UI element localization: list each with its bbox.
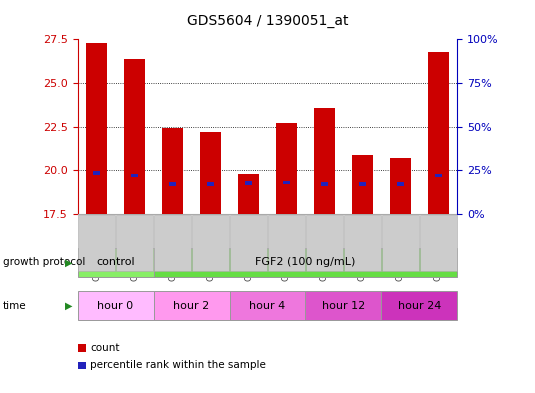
Bar	[207, 182, 214, 186]
Bar	[352, 155, 373, 214]
Text: ▶: ▶	[65, 301, 72, 310]
Bar	[314, 108, 335, 214]
Text: hour 2: hour 2	[173, 301, 210, 310]
Text: GDS5604 / 1390051_at: GDS5604 / 1390051_at	[187, 14, 348, 28]
Bar	[283, 181, 290, 184]
Text: FGF2 (100 ng/mL): FGF2 (100 ng/mL)	[255, 257, 356, 267]
Bar	[390, 158, 411, 214]
Text: hour 0: hour 0	[97, 301, 134, 310]
Text: time: time	[3, 301, 26, 310]
Bar	[169, 182, 176, 186]
Bar	[238, 174, 259, 214]
Bar	[428, 51, 449, 214]
Bar	[162, 129, 183, 214]
Text: hour 24: hour 24	[398, 301, 441, 310]
Bar	[359, 182, 366, 186]
Bar	[124, 59, 145, 214]
Bar	[276, 123, 297, 214]
Text: ▶: ▶	[65, 257, 72, 267]
Bar	[200, 132, 221, 214]
Text: hour 12: hour 12	[322, 301, 365, 310]
Bar	[86, 43, 107, 214]
Text: count: count	[90, 343, 120, 353]
Text: percentile rank within the sample: percentile rank within the sample	[90, 360, 266, 371]
Text: control: control	[96, 257, 135, 267]
Bar	[321, 182, 328, 186]
Bar	[397, 182, 404, 186]
Bar	[93, 171, 100, 175]
Text: growth protocol: growth protocol	[3, 257, 85, 267]
Bar	[131, 174, 138, 178]
Text: hour 4: hour 4	[249, 301, 286, 310]
Bar	[245, 182, 252, 185]
Bar	[435, 174, 442, 178]
